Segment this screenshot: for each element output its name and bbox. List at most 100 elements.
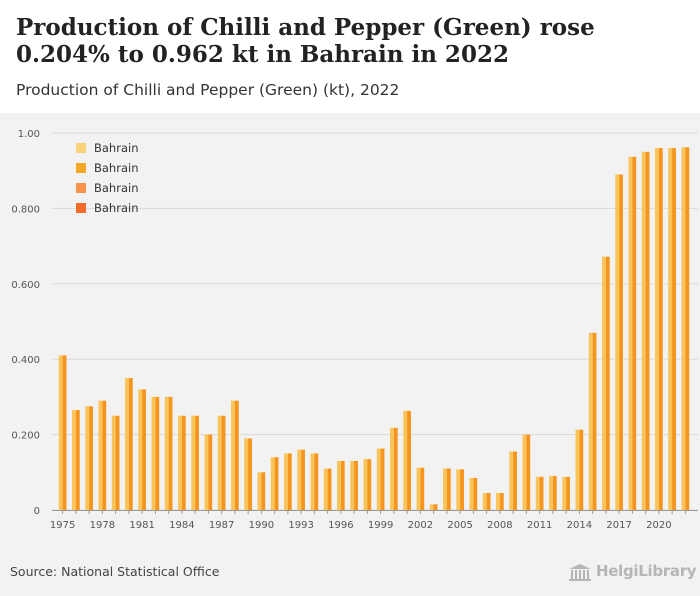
bar (274, 457, 279, 510)
bar (575, 429, 580, 510)
bar (390, 427, 394, 510)
bar (549, 476, 553, 510)
chart-panel (0, 113, 700, 596)
y-axis: 0 0.200 0.400 0.600 0.800 1.00 (11, 129, 40, 517)
x-tick-label: 1975 (50, 520, 75, 531)
x-tick-label: 1990 (249, 520, 274, 531)
bar (668, 148, 673, 510)
legend-label: Bahrain (94, 161, 138, 175)
bar (535, 476, 540, 510)
bar (403, 410, 408, 510)
bar (244, 438, 249, 510)
legend-swatch (76, 163, 86, 173)
legend: Bahrain Bahrain Bahrain Bahrain (76, 141, 138, 215)
bar (473, 477, 478, 510)
bar (115, 415, 120, 510)
bar (168, 396, 173, 510)
bar (257, 472, 262, 510)
bar (354, 460, 358, 510)
y-tick-label: 0.800 (11, 204, 40, 215)
bar (443, 468, 447, 510)
legend-label: Bahrain (94, 201, 138, 215)
bar (460, 469, 464, 510)
bar (592, 332, 597, 510)
bar (327, 468, 332, 510)
chart-subtitle: Production of Chilli and Pepper (Green) … (16, 81, 400, 99)
x-tick-label: 2008 (487, 520, 512, 531)
bar (62, 355, 67, 510)
bar (231, 400, 235, 510)
y-tick-label: 0.200 (11, 431, 40, 442)
bar (310, 453, 315, 510)
bar (337, 460, 341, 510)
bar (138, 389, 143, 510)
bar (248, 438, 252, 510)
bar (393, 427, 398, 510)
bar (416, 467, 421, 510)
bar (446, 468, 451, 510)
bar (297, 449, 302, 510)
bar (164, 396, 169, 510)
bar (628, 156, 633, 510)
legend-label: Bahrain (94, 141, 138, 155)
x-tick-label: 1996 (328, 520, 353, 531)
bar (513, 451, 517, 510)
bar (350, 460, 355, 510)
bar (522, 434, 527, 510)
bar (284, 453, 288, 510)
bar (672, 148, 676, 510)
bar (566, 476, 570, 510)
bar (496, 493, 500, 510)
bar (155, 396, 160, 510)
bar (579, 429, 584, 510)
bar (605, 256, 610, 510)
x-tick-label: 1999 (368, 520, 393, 531)
bar (270, 457, 275, 510)
x-tick-label: 2002 (408, 520, 433, 531)
bar (204, 434, 209, 510)
x-tick-label: 2014 (567, 520, 592, 531)
bar (641, 151, 646, 510)
bar (602, 256, 606, 510)
bar (191, 415, 196, 510)
bar (407, 410, 411, 510)
bar (125, 378, 129, 510)
bar (85, 406, 90, 510)
bar (456, 469, 461, 510)
bar (151, 396, 156, 510)
bar (75, 410, 80, 510)
bar (323, 468, 328, 510)
bar (482, 493, 487, 510)
bars (58, 147, 690, 511)
gridlines (52, 132, 698, 511)
bar (367, 459, 372, 510)
bar (376, 448, 381, 510)
bar (380, 448, 385, 510)
bar (658, 148, 663, 510)
brand-name: HelgiLibrary (596, 562, 697, 580)
bar (486, 493, 491, 510)
bar (142, 389, 146, 510)
source-note: Source: National Statistical Office (10, 564, 220, 579)
bar (58, 355, 63, 510)
bar (615, 174, 620, 510)
bar (181, 415, 186, 510)
y-tick-label: 1.00 (18, 129, 40, 140)
brand-logo[interactable]: HelgiLibrary (568, 561, 697, 585)
bar (72, 410, 76, 510)
bar (469, 477, 474, 510)
legend-swatch (76, 143, 86, 153)
y-tick-label: 0.400 (11, 355, 40, 366)
bar (261, 472, 266, 510)
page-title: Production of Chilli and Pepper (Green) … (16, 14, 595, 68)
bar (217, 415, 222, 510)
bar (433, 504, 438, 510)
y-tick-label: 0.600 (11, 280, 40, 291)
bar (89, 406, 93, 510)
x-tick-label: 1984 (169, 520, 194, 531)
bar (499, 493, 504, 510)
bar (195, 415, 199, 510)
bar (340, 460, 345, 510)
x-tick-label: 2005 (447, 520, 472, 531)
bar (429, 504, 434, 510)
